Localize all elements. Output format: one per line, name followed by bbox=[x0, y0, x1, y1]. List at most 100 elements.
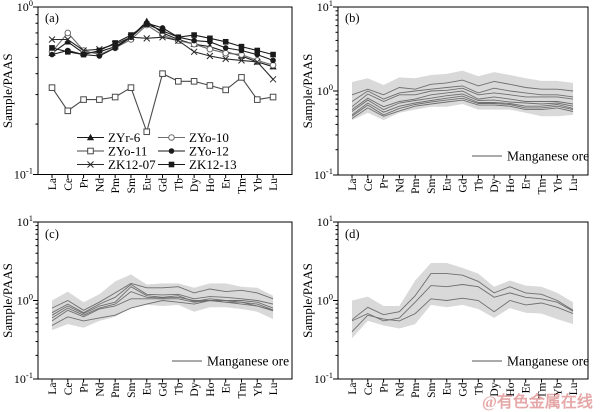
x-tick-label: Tb bbox=[173, 382, 185, 395]
x-tick-label: Pm bbox=[410, 178, 422, 193]
series-line bbox=[51, 286, 274, 316]
x-tick-label: Eu bbox=[442, 382, 454, 395]
x-tick-label: Ce bbox=[363, 179, 375, 192]
legend-item-ZYr-6: ZYr-6 bbox=[77, 130, 141, 145]
svg-text:100: 100 bbox=[317, 82, 333, 98]
marker-square bbox=[222, 38, 229, 45]
marker-square-open bbox=[238, 74, 245, 81]
x-tick-label: Eu bbox=[142, 178, 154, 191]
x-tick-label: Tb bbox=[473, 382, 485, 395]
x-tick-label: Ho bbox=[505, 382, 517, 396]
axis-ticks bbox=[333, 221, 574, 383]
series-b-line-8 bbox=[351, 99, 574, 119]
marker-square bbox=[168, 161, 175, 168]
series-line bbox=[351, 93, 574, 112]
svg-text:10-1: 10-1 bbox=[314, 166, 333, 182]
x-tick-label: Er bbox=[521, 178, 533, 189]
x-tick-label: Lu bbox=[268, 382, 280, 395]
legend-label: ZK12-13 bbox=[189, 157, 237, 172]
x-tick-label: Tm bbox=[536, 382, 548, 398]
x-tick-label: Er bbox=[221, 178, 233, 189]
marker-triangle bbox=[64, 37, 72, 45]
y-axis-title: Sample/PAAS bbox=[300, 54, 315, 129]
marker-square-open bbox=[206, 82, 214, 89]
x-tick-label: La bbox=[47, 178, 59, 190]
legend-label: ZYo-11 bbox=[108, 144, 147, 159]
svg-text:100: 100 bbox=[17, 292, 33, 308]
series-line bbox=[351, 297, 574, 333]
marker-circle-open bbox=[168, 134, 175, 141]
panel-letter: (a) bbox=[45, 11, 59, 25]
envelope-band bbox=[352, 263, 574, 339]
x-tick-label: Sm bbox=[426, 178, 438, 193]
series-line bbox=[351, 95, 574, 116]
x-tick-label: Lu bbox=[568, 178, 580, 191]
series-ZK12-13 bbox=[49, 21, 276, 58]
legend-item-ZYo-11: ZYo-11 bbox=[77, 144, 147, 159]
panel-letter: (b) bbox=[345, 11, 360, 25]
x-tick-label: La bbox=[47, 383, 59, 395]
series-c-line-5 bbox=[51, 298, 274, 322]
marker-square-open bbox=[159, 70, 166, 77]
series-line bbox=[351, 79, 574, 96]
marker-square bbox=[254, 47, 261, 54]
series-d-line-1 bbox=[351, 273, 574, 321]
x-tick-label: Pr bbox=[79, 382, 91, 392]
panel-letter: (d) bbox=[345, 227, 360, 241]
marker-square bbox=[207, 35, 213, 42]
marker-square-open bbox=[127, 84, 135, 91]
x-tick-label: Lu bbox=[568, 382, 580, 395]
panel-c-chart: 101 100 10-1 La Ce Pr Nd Pm Sm Eu Gd Tb Dy Ho Er Tm Yb Lu… bbox=[0, 213, 293, 398]
axis-ticks bbox=[333, 6, 574, 179]
x-tick-label: Sm bbox=[126, 382, 138, 397]
svg-text:101: 101 bbox=[317, 213, 333, 229]
legend-label: Manganese ore bbox=[507, 149, 589, 164]
axis-ticks bbox=[33, 6, 274, 178]
series-line bbox=[51, 300, 274, 326]
x-tick-label: Er bbox=[521, 382, 533, 393]
marker-square-open bbox=[253, 96, 261, 103]
x-tick-label: Gd bbox=[458, 178, 470, 192]
x-tick-label: Yb bbox=[252, 382, 264, 396]
series-line bbox=[351, 85, 574, 102]
x-tick-label: Gd bbox=[458, 382, 470, 396]
panel-a-chart: 100 10-1 La Ce Pr Nd Pm Sm Eu Gd Tb Dy Ho Er Tm Yb Lu Sam… bbox=[0, 0, 293, 194]
marker-square-open bbox=[222, 86, 229, 94]
marker-square bbox=[96, 47, 103, 54]
marker-circle bbox=[168, 148, 175, 154]
svg-text:101: 101 bbox=[317, 0, 333, 14]
svg-text:100: 100 bbox=[317, 292, 333, 308]
svg-text:100: 100 bbox=[17, 0, 33, 14]
x-tick-label: Yb bbox=[552, 178, 564, 192]
x-tick-label: Gd bbox=[158, 382, 170, 396]
x-tick-label: Dy bbox=[489, 382, 501, 396]
marker-square bbox=[49, 45, 55, 51]
x-tick-label: Ho bbox=[205, 382, 217, 396]
y-axis-title: Sample/PAAS bbox=[0, 53, 15, 128]
x-tick-label: Pr bbox=[79, 178, 91, 188]
marker-square-open bbox=[80, 96, 87, 103]
series-d-line-3 bbox=[351, 297, 574, 333]
x-tick-label: Nd bbox=[94, 382, 106, 396]
x-tick-label: Lu bbox=[268, 178, 280, 191]
series-line bbox=[351, 90, 574, 110]
marker-square-open bbox=[143, 128, 151, 136]
x-tick-label: Pm bbox=[410, 382, 422, 397]
svg-text:101: 101 bbox=[17, 213, 33, 229]
legend-label: ZK12-07 bbox=[108, 157, 156, 172]
series-b-line-4 bbox=[351, 90, 574, 110]
x-tick-label: Ho bbox=[205, 178, 217, 192]
marker-square-open bbox=[190, 78, 198, 85]
marker-circle bbox=[96, 53, 103, 59]
marker-circle bbox=[112, 45, 118, 51]
marker-square bbox=[270, 51, 276, 58]
x-tick-label: Tb bbox=[173, 178, 185, 191]
x-tick-label: Ce bbox=[63, 383, 75, 396]
x-tick-label: Yb bbox=[552, 382, 564, 396]
marker-square-open bbox=[87, 147, 94, 155]
x-tick-label: Sm bbox=[126, 178, 138, 193]
series-b-line-6 bbox=[351, 95, 574, 116]
x-tick-label: Pr bbox=[379, 178, 391, 188]
marker-square bbox=[238, 43, 245, 50]
x-tick-label: Sm bbox=[426, 382, 438, 397]
